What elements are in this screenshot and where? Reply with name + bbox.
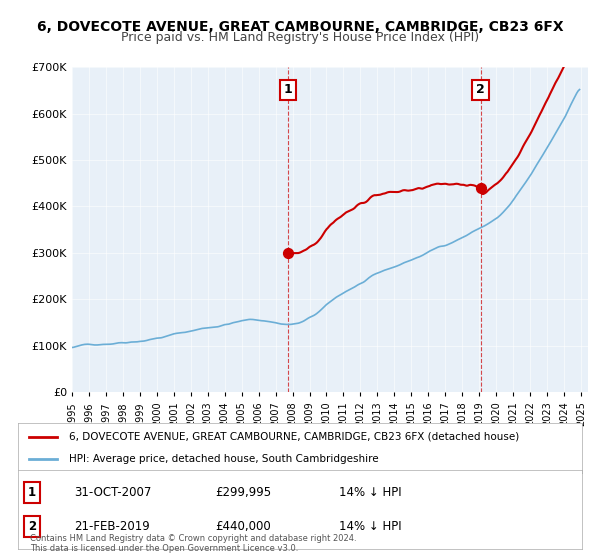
Text: 1: 1	[28, 486, 36, 499]
Text: £440,000: £440,000	[215, 520, 271, 533]
Text: 6, DOVECOTE AVENUE, GREAT CAMBOURNE, CAMBRIDGE, CB23 6FX: 6, DOVECOTE AVENUE, GREAT CAMBOURNE, CAM…	[37, 20, 563, 34]
Text: 31-OCT-2007: 31-OCT-2007	[74, 486, 152, 499]
Text: Contains HM Land Registry data © Crown copyright and database right 2024.
This d: Contains HM Land Registry data © Crown c…	[30, 534, 356, 553]
Text: HPI: Average price, detached house, South Cambridgeshire: HPI: Average price, detached house, Sout…	[69, 454, 379, 464]
Point	[283, 248, 293, 257]
Text: £299,995: £299,995	[215, 486, 272, 499]
Text: 6, DOVECOTE AVENUE, GREAT CAMBOURNE, CAMBRIDGE, CB23 6FX (detached house): 6, DOVECOTE AVENUE, GREAT CAMBOURNE, CAM…	[69, 432, 519, 442]
Text: 2: 2	[476, 83, 485, 96]
Text: 14% ↓ HPI: 14% ↓ HPI	[340, 486, 402, 499]
Text: 1: 1	[284, 83, 293, 96]
Point	[476, 183, 485, 192]
Text: Price paid vs. HM Land Registry's House Price Index (HPI): Price paid vs. HM Land Registry's House …	[121, 31, 479, 44]
Text: 14% ↓ HPI: 14% ↓ HPI	[340, 520, 402, 533]
Text: 21-FEB-2019: 21-FEB-2019	[74, 520, 150, 533]
Text: 2: 2	[28, 520, 36, 533]
